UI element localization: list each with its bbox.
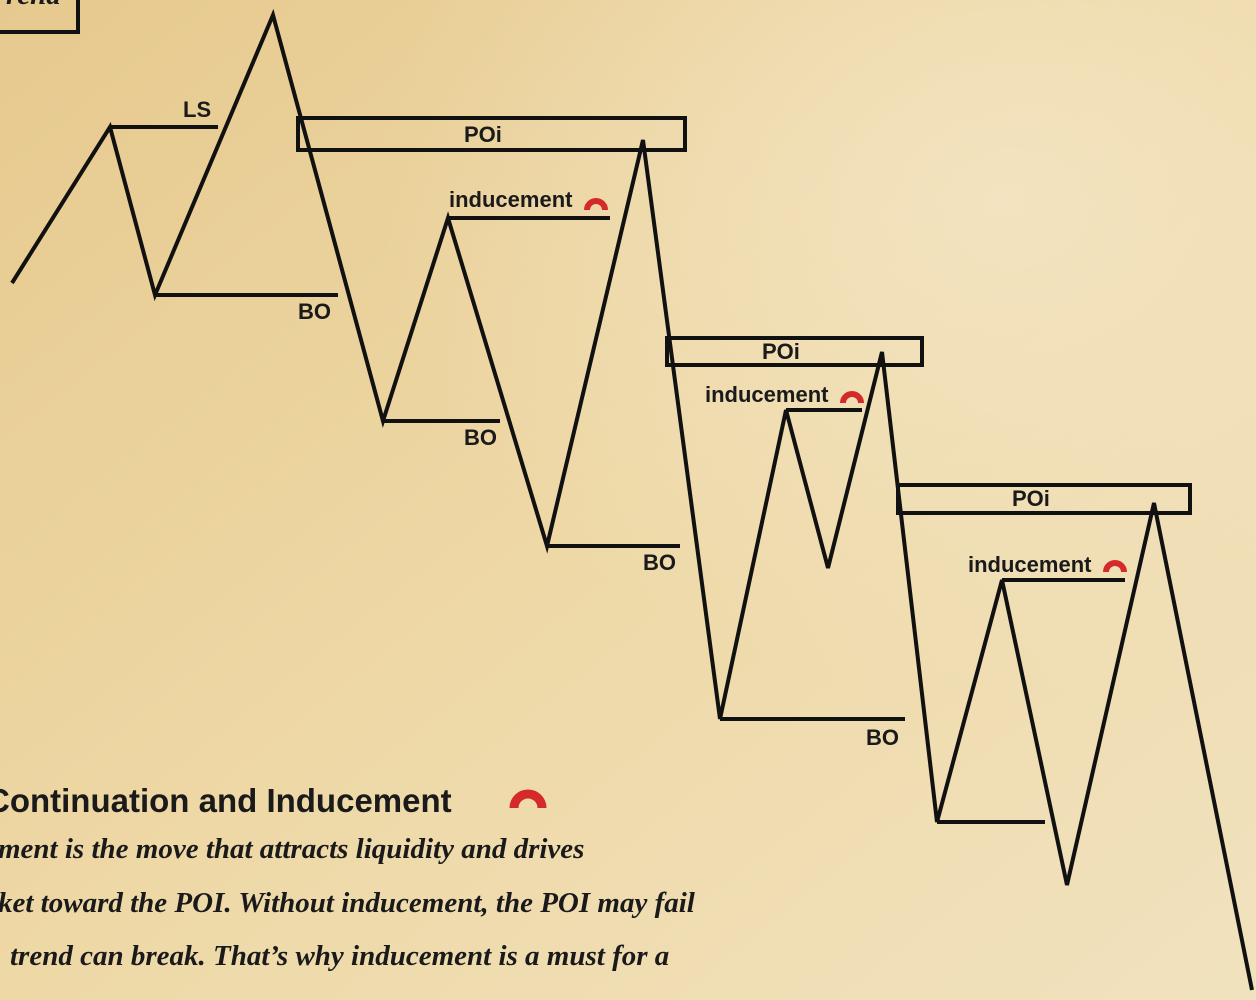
levels bbox=[110, 125, 1125, 824]
ls-label: LS bbox=[183, 97, 211, 122]
caption-line: ment is the move that attracts liquidity… bbox=[0, 833, 584, 865]
bo-label: BO bbox=[298, 299, 331, 324]
bo-label: BO bbox=[464, 425, 497, 450]
inducement-label: inducement bbox=[449, 187, 573, 212]
bo-label: BO bbox=[643, 550, 676, 575]
poi-boxes bbox=[296, 116, 1192, 515]
title: rend bbox=[6, 0, 61, 11]
inducement-label: inducement bbox=[968, 552, 1092, 577]
poi-label: POi bbox=[464, 122, 502, 147]
poi-label: POi bbox=[762, 339, 800, 364]
caption-line: ket toward the POI. Without inducement, … bbox=[0, 887, 696, 919]
poi-label: POi bbox=[1012, 486, 1050, 511]
bo-label: BO bbox=[866, 725, 899, 750]
caption-line: trend can break. That’s why inducement i… bbox=[10, 940, 669, 972]
title-box bbox=[0, 0, 80, 34]
caption-heading: Continuation and Inducement bbox=[0, 782, 452, 819]
inducement-label: inducement bbox=[705, 382, 829, 407]
magnet-icons bbox=[509, 198, 1127, 809]
